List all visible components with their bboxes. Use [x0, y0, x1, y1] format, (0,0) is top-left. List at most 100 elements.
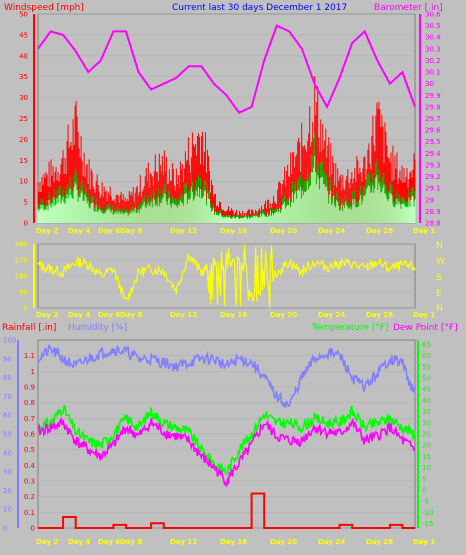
day-tick-label: Day 16: [220, 311, 247, 319]
barometer-tick-label: 28.8: [425, 220, 441, 228]
day-tick-label: Day 12: [170, 311, 197, 319]
wind-tick-label: 45: [19, 31, 28, 39]
day-tick-label: Day 28: [366, 538, 393, 546]
day-tick-label: Day 4: [68, 227, 90, 235]
rain-tick-label: 0.3: [24, 478, 35, 486]
humidity-tick-label: 30: [3, 468, 12, 476]
rainfall-line: [38, 492, 415, 529]
day-tick-label: Day 1: [413, 227, 435, 235]
barometer-tick-label: 30.4: [425, 34, 441, 42]
temperature-tick-label: 35: [422, 408, 431, 416]
wind-tick-label: 0: [24, 220, 28, 228]
day-tick-label: Day 4: [68, 311, 90, 319]
temperature-tick-label: 25: [422, 431, 431, 439]
humidity-tick-label: 70: [3, 393, 12, 401]
day-tick-label: Day 20: [270, 227, 297, 235]
compass-label: E: [436, 289, 442, 299]
temperature-tick-label: 55: [422, 363, 431, 371]
chart-title: Current last 30 days December 1 2017: [172, 3, 347, 13]
direction-tick-label: 360: [15, 241, 28, 249]
day-tick-label: Day 24: [318, 311, 345, 319]
wind-tick-label: 35: [19, 73, 28, 81]
day-tick-label: Day 16: [220, 227, 247, 235]
wind-tick-label: 40: [19, 52, 28, 60]
wind-tick-label: 50: [19, 11, 28, 19]
barometer-tick-label: 30.5: [425, 22, 441, 30]
windspeed-axis-label: Windspeed [mph]: [4, 3, 84, 13]
temperature-tick-label: 40: [422, 397, 431, 405]
compass-label: W: [436, 257, 445, 267]
day-tick-label: Day 8: [120, 227, 142, 235]
wind-tick-label: 20: [19, 136, 28, 144]
day-tick-label: Day 6: [98, 311, 120, 319]
humidity-axis-label: Humidity [%]: [68, 323, 127, 333]
day-tick-label: Day 24: [318, 227, 345, 235]
humidity-tick-label: 50: [3, 431, 12, 439]
barometer-tick-label: 30.2: [425, 57, 441, 65]
temperature-tick-label: 30: [422, 419, 431, 427]
temperature-tick-label: 0: [422, 486, 426, 494]
barometer-tick-label: 29.9: [425, 92, 441, 100]
dewpoint-line: [37, 416, 416, 487]
day-tick-label: Day 8: [120, 311, 142, 319]
rain-tick-label: 0.5: [24, 446, 35, 454]
direction-tick-label: 270: [15, 257, 28, 265]
day-tick-label: Day 2: [36, 538, 58, 546]
temperature-tick-label: 10: [422, 464, 431, 472]
dewpoint-axis-label: Dew Point [°F]: [393, 323, 458, 333]
barometer-tick-label: 30.1: [425, 69, 441, 77]
temperature-tick-label: -10: [422, 509, 433, 517]
temperature-tick-label: 50: [422, 375, 431, 383]
direction-tick-label: 180: [15, 273, 28, 281]
day-tick-label: Day 16: [220, 538, 247, 546]
humidity-tick-label: 20: [3, 487, 12, 495]
temperature-tick-label: 45: [422, 386, 431, 394]
wind-tick-label: 5: [24, 199, 28, 207]
humidity-tick-label: 90: [3, 355, 12, 363]
direction-tick-label: 0: [24, 305, 28, 313]
barometer-tick-label: 28.9: [425, 208, 441, 216]
humidity-tick-label: 0: [3, 525, 7, 533]
barometer-tick-label: 30.3: [425, 45, 441, 53]
barometer-tick-label: 30: [425, 80, 434, 88]
day-tick-label: Day 28: [366, 311, 393, 319]
direction-tick-label: 90: [19, 289, 28, 297]
rain-tick-label: 0.7: [24, 415, 35, 423]
humidity-line: [37, 344, 416, 408]
rain-tick-label: 0: [31, 525, 35, 533]
rain-tick-label: 1: [31, 368, 35, 376]
barometer-tick-label: 29.3: [425, 161, 441, 169]
barometer-tick-label: 29.6: [425, 127, 441, 135]
barometer-tick-label: 29.8: [425, 103, 441, 111]
barometer-tick-label: 29.4: [425, 150, 441, 158]
day-tick-label: Day 4: [68, 538, 90, 546]
rain-tick-label: 0.1: [24, 509, 35, 517]
day-tick-label: Day 20: [270, 311, 297, 319]
humidity-tick-label: 60: [3, 412, 12, 420]
rain-tick-label: 1.1: [24, 352, 35, 360]
wind-tick-label: 25: [19, 115, 28, 123]
temperature-tick-label: 20: [422, 442, 431, 450]
day-tick-label: Day 2: [36, 311, 58, 319]
compass-label: N: [436, 241, 443, 251]
day-tick-label: Day 20: [270, 538, 297, 546]
wind-tick-label: 15: [19, 157, 28, 165]
barometer-tick-label: 29.7: [425, 115, 441, 123]
humidity-tick-label: 100: [3, 337, 16, 345]
rain-tick-label: 0.6: [24, 431, 36, 439]
barometer-axis-label: Barometer [.in]: [374, 3, 443, 13]
rainfall-axis-label: Rainfall [.in]: [2, 323, 56, 333]
temperature-tick-label: 65: [422, 341, 431, 349]
rain-tick-label: 0.9: [24, 384, 35, 392]
humidity-tick-label: 80: [3, 374, 12, 382]
day-tick-label: Day 1: [413, 538, 435, 546]
barometer-tick-label: 30.6: [425, 11, 441, 19]
barometer-line: [37, 24, 416, 114]
day-tick-label: Day 2: [36, 227, 58, 235]
wind-direction-line: [37, 244, 416, 308]
day-tick-label: Day 28: [366, 227, 393, 235]
temperature-tick-label: 5: [422, 475, 426, 483]
wind-tick-label: 30: [19, 94, 28, 102]
